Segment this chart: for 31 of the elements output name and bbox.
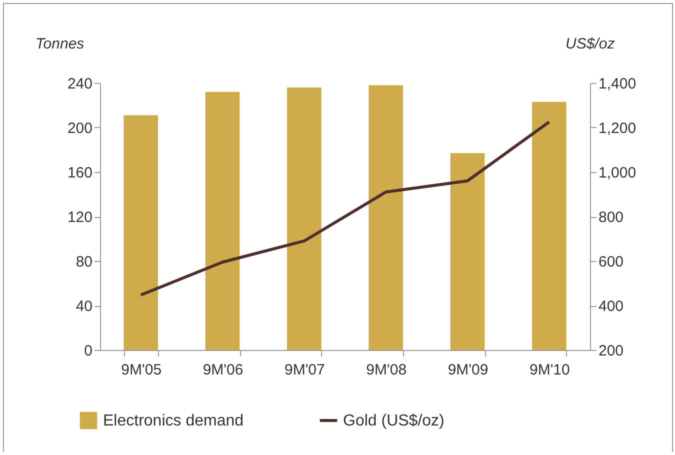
bar (124, 115, 158, 350)
bar (368, 85, 403, 350)
y2-tick-label: 800 (598, 209, 624, 226)
y2-tick-label: 1,200 (598, 120, 636, 137)
y2-axis-title: US$/oz (566, 36, 616, 52)
bar (532, 102, 566, 350)
legend-label: Electronics demand (103, 412, 244, 430)
legend-label: Gold (US$/oz) (343, 412, 444, 430)
y-tick-label: 80 (76, 254, 92, 270)
y2-tick-label: 200 (598, 342, 624, 360)
y2-tick-label: 1,400 (598, 76, 636, 92)
y-axis-title: Tonnes (36, 36, 85, 52)
bar (450, 153, 485, 350)
x-tick-label: 9M'10 (529, 362, 570, 378)
y-tick-label: 200 (67, 120, 92, 137)
x-tick-label: 9M'05 (121, 362, 162, 378)
y2-tick-label: 400 (598, 298, 624, 315)
y-tick-label: 0 (84, 342, 92, 360)
y-tick-label: 160 (67, 164, 92, 182)
bar (205, 92, 240, 350)
x-tick-label: 9M'06 (202, 362, 244, 378)
bar (287, 87, 322, 350)
y2-tick-label: 600 (598, 254, 624, 270)
y-tick-label: 120 (67, 209, 92, 226)
y-tick-label: 240 (67, 76, 92, 92)
y-tick-label: 40 (76, 298, 92, 315)
x-tick-label: 9M'07 (284, 362, 325, 378)
x-tick-label: 9M'08 (366, 362, 407, 378)
line-series (139, 120, 551, 297)
x-tick-label: 9M'09 (448, 362, 488, 378)
y2-tick-label: 1,000 (598, 164, 636, 182)
